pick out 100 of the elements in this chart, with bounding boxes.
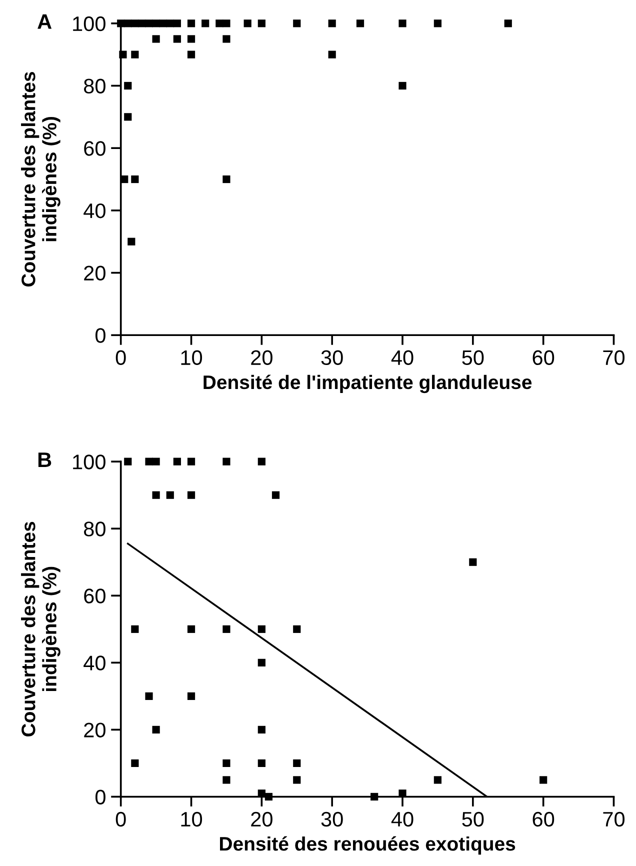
- x-tick-label: 60: [532, 812, 554, 827]
- x-tick-label: 20: [251, 350, 272, 366]
- y-axis-title: Couverture des plantes indigènes (%): [21, 522, 60, 736]
- y-tick-label: 80: [84, 78, 106, 94]
- point: [187, 458, 196, 466]
- x-tick-label: 20: [251, 812, 272, 827]
- point: [398, 82, 406, 90]
- y-tick-label: 100: [73, 16, 106, 32]
- y-tick-label: 0: [95, 328, 106, 343]
- point: [504, 20, 512, 28]
- point: [187, 35, 196, 43]
- y-tick-label: 20: [84, 722, 106, 738]
- point: [258, 726, 266, 734]
- point: [258, 458, 266, 466]
- point: [145, 20, 153, 28]
- y-tick-label: 80: [84, 522, 106, 536]
- y-tick-label: 100: [73, 454, 106, 470]
- point: [222, 776, 230, 784]
- point: [159, 20, 167, 28]
- point: [258, 658, 266, 666]
- point: [124, 113, 132, 121]
- point: [187, 491, 196, 499]
- point: [173, 458, 181, 466]
- point: [119, 50, 127, 58]
- point: [398, 20, 406, 28]
- x-tick-label: 0: [116, 812, 126, 827]
- point: [222, 35, 230, 43]
- point: [222, 625, 230, 633]
- point: [293, 759, 301, 768]
- point: [166, 20, 174, 28]
- x-tick-label: 70: [603, 812, 625, 827]
- y-tick-label: 20: [84, 266, 106, 281]
- chart-title: B: [38, 452, 52, 467]
- point: [117, 20, 125, 28]
- point: [131, 20, 139, 28]
- x-tick-label: 30: [321, 350, 343, 366]
- point: [202, 20, 210, 28]
- point: [187, 50, 196, 58]
- x-tick-label: 10: [181, 350, 202, 366]
- point: [434, 20, 442, 28]
- x-tick-label: 60: [532, 350, 554, 366]
- point: [124, 458, 132, 466]
- point: [131, 759, 139, 768]
- x-tick-label: 10: [181, 812, 202, 827]
- x-tick-label: 40: [391, 350, 414, 366]
- point: [293, 625, 301, 633]
- y-tick-label: 40: [84, 203, 106, 218]
- point: [370, 792, 378, 801]
- x-tick-label: 70: [603, 350, 625, 366]
- point: [328, 20, 336, 28]
- point: [145, 692, 153, 700]
- point: [272, 491, 280, 499]
- point: [258, 759, 266, 768]
- point: [124, 20, 132, 28]
- point: [166, 491, 174, 499]
- point: [222, 759, 230, 768]
- point: [434, 776, 442, 784]
- x-tick-label: 50: [462, 812, 484, 827]
- point: [187, 20, 196, 28]
- point: [152, 458, 160, 466]
- point: [469, 558, 477, 566]
- point: [152, 35, 160, 43]
- point: [222, 20, 230, 28]
- y-tick-label: 60: [84, 141, 106, 156]
- point: [145, 458, 153, 466]
- y-tick-label: 40: [84, 656, 106, 670]
- point: [173, 35, 181, 43]
- point: [120, 175, 128, 184]
- point: [244, 20, 252, 28]
- y-axis-title: Couverture des plantes indigènes (%): [21, 72, 60, 287]
- point: [264, 792, 273, 801]
- point: [293, 776, 301, 784]
- point: [187, 692, 196, 700]
- point: [128, 238, 136, 246]
- point: [216, 20, 224, 28]
- x-tick-label: 30: [321, 812, 343, 827]
- x-axis-title: Densité de l'impatiente glanduleuse: [204, 374, 532, 394]
- point: [258, 20, 266, 28]
- x-tick-label: 50: [462, 350, 484, 366]
- point: [258, 625, 266, 633]
- chart-title: A: [38, 14, 52, 29]
- point: [356, 20, 364, 28]
- x-axis-title: Densité des renouées exotiques: [220, 836, 516, 855]
- point: [124, 82, 132, 90]
- point: [152, 491, 160, 499]
- point: [138, 20, 146, 28]
- point: [540, 776, 548, 784]
- point: [293, 20, 301, 28]
- point: [152, 20, 160, 28]
- point: [222, 458, 230, 466]
- point: [131, 625, 139, 633]
- x-tick-label: 0: [116, 350, 126, 366]
- y-tick-label: 60: [84, 588, 106, 604]
- point: [187, 625, 196, 633]
- point: [131, 175, 139, 184]
- point: [152, 726, 160, 734]
- point: [131, 50, 139, 58]
- point: [328, 50, 336, 58]
- x-tick-label: 40: [391, 812, 414, 827]
- point: [173, 20, 181, 28]
